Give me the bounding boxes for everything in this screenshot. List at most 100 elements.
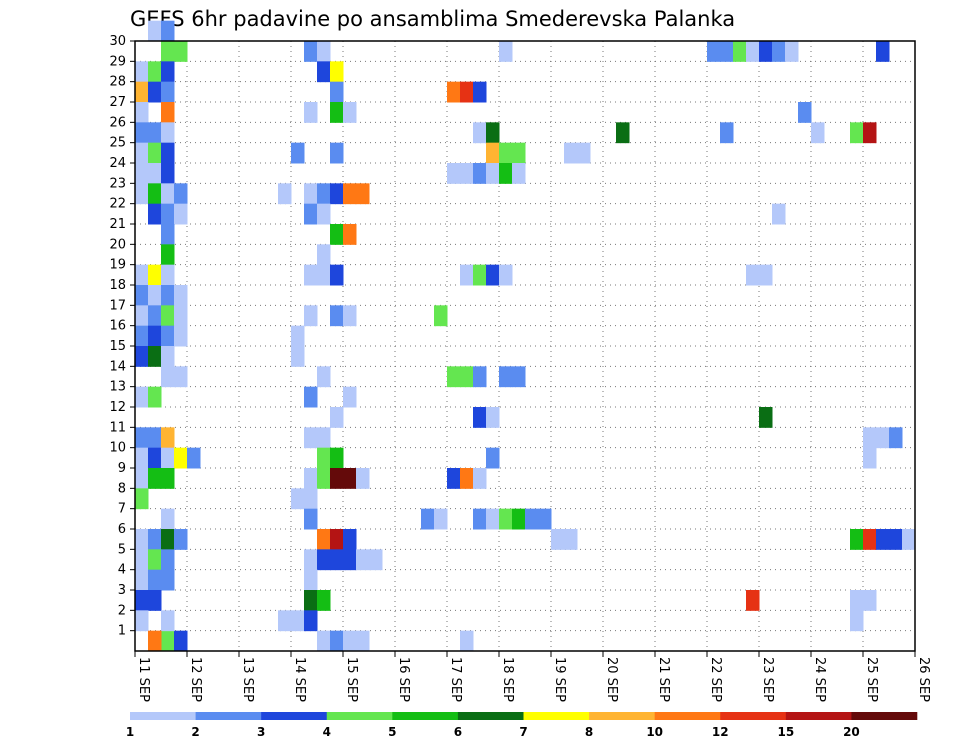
precip-cell — [759, 264, 773, 286]
legend-label: 7 — [519, 725, 527, 739]
y-tick-label: 8 — [118, 481, 126, 496]
precip-cell — [135, 163, 149, 184]
y-tick-label: 1 — [118, 624, 126, 639]
precip-cell — [161, 305, 175, 327]
x-tick-label: 24 SEP — [812, 657, 827, 702]
x-tick-label: 25 SEP — [864, 657, 879, 702]
precip-cell — [343, 468, 357, 489]
precip-cell — [304, 102, 318, 123]
precip-cell — [850, 610, 864, 632]
precip-cell — [304, 590, 318, 611]
precip-cell — [512, 508, 526, 530]
precip-cell — [161, 203, 175, 225]
color-legend: 1 2 3 4 5 6 7 8 10 12 15 20 — [126, 712, 918, 739]
precip-cell — [850, 529, 864, 550]
precip-cell — [499, 163, 513, 184]
precip-cell — [330, 61, 344, 83]
precip-cell — [850, 122, 864, 144]
precip-cell — [499, 366, 513, 388]
precip-cell — [733, 41, 747, 62]
y-tick-label: 14 — [109, 359, 126, 374]
y-tick-label: 10 — [109, 441, 126, 456]
precip-cell — [317, 61, 331, 83]
precip-cell — [148, 203, 162, 225]
precip-cell — [720, 41, 734, 62]
precip-cell — [135, 325, 149, 347]
precip-cell — [304, 549, 318, 571]
precip-cell — [317, 183, 331, 205]
y-tick-label: 30 — [109, 34, 126, 49]
precip-cell — [876, 427, 890, 449]
y-tick-label: 25 — [109, 136, 126, 151]
precip-cell — [161, 630, 175, 652]
precip-cell — [317, 630, 331, 652]
precip-cell — [447, 163, 461, 184]
precip-cell — [447, 468, 461, 489]
legend-swatch — [785, 712, 852, 720]
precip-cell — [759, 407, 773, 428]
precip-cell — [304, 569, 318, 591]
precip-cell — [291, 610, 305, 632]
legend-swatch — [130, 712, 196, 720]
y-tick-label: 15 — [109, 339, 126, 354]
precip-cell — [330, 549, 344, 571]
legend-swatch — [523, 712, 590, 720]
precip-cell — [369, 549, 383, 571]
precip-cell — [161, 325, 175, 347]
precip-cell — [174, 203, 188, 225]
precip-cell — [135, 183, 149, 205]
precip-cell — [317, 529, 331, 550]
precip-cell — [148, 264, 162, 286]
precip-cell — [148, 630, 162, 652]
precip-cell — [148, 590, 162, 611]
precip-cell — [161, 81, 175, 103]
precip-cell — [512, 163, 526, 184]
legend-label: 4 — [323, 725, 331, 739]
precip-cell — [720, 122, 734, 144]
precip-cell — [317, 366, 331, 388]
precip-cell — [330, 468, 344, 489]
precip-cell — [863, 529, 877, 550]
precip-cell — [135, 468, 149, 489]
precip-cell — [278, 610, 292, 632]
precip-cell — [148, 468, 162, 489]
precip-cell — [343, 102, 357, 123]
precip-cell — [148, 61, 162, 83]
precip-cell — [135, 142, 149, 164]
precip-cell — [460, 630, 474, 652]
precip-cell — [330, 183, 344, 205]
precip-cell — [135, 488, 149, 510]
y-tick-label: 12 — [109, 400, 126, 415]
precip-cell — [356, 549, 370, 571]
precip-cell — [785, 41, 799, 62]
precip-cell — [304, 427, 318, 449]
precip-cell — [304, 508, 318, 530]
precip-cell — [161, 427, 175, 449]
precip-cell — [148, 20, 162, 42]
precip-cell — [486, 122, 500, 144]
precip-cell — [135, 61, 149, 83]
precip-cell — [902, 529, 916, 550]
precip-cell — [148, 325, 162, 347]
y-tick-label: 27 — [109, 95, 126, 110]
legend-label: 3 — [257, 725, 265, 739]
precip-cell — [135, 549, 149, 571]
precip-cell — [161, 447, 175, 469]
precip-cell — [447, 81, 461, 103]
precip-cell — [460, 81, 474, 103]
precip-cell — [863, 590, 877, 611]
precip-cell — [135, 264, 149, 286]
legend-label: 15 — [777, 725, 794, 739]
precip-cell — [161, 610, 175, 632]
precip-cell — [135, 427, 149, 449]
precip-cell — [811, 122, 825, 144]
precip-cell — [460, 366, 474, 388]
precip-cell — [174, 366, 188, 388]
y-tick-label: 28 — [109, 75, 126, 90]
precip-cell — [330, 102, 344, 123]
precip-cell — [421, 508, 435, 530]
precip-cell — [135, 590, 149, 611]
precip-cell — [512, 366, 526, 388]
x-tick-label: 12 SEP — [188, 657, 203, 702]
y-tick-label: 3 — [118, 583, 126, 598]
